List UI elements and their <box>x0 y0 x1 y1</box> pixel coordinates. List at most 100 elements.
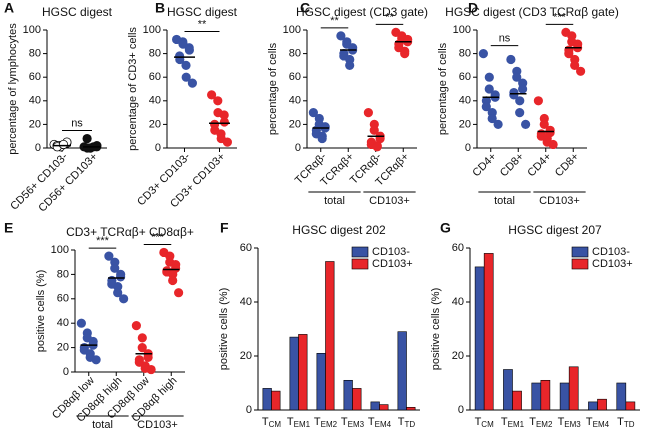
y-tick-label: 0 <box>155 142 161 154</box>
y-tick-label: 0 <box>35 142 41 154</box>
y-tick-label: 80 <box>459 48 471 60</box>
data-point <box>137 342 147 353</box>
y-tick-label: 60 <box>57 293 69 305</box>
data-point <box>518 84 528 94</box>
data-point <box>308 108 318 118</box>
data-point <box>104 251 114 261</box>
x-tick-label: TTD <box>617 416 635 429</box>
y-tick-label: 40 <box>459 95 471 107</box>
y-tick-label: 60 <box>289 71 301 83</box>
y-tick-label: 60 <box>149 71 161 83</box>
bar <box>625 401 636 411</box>
y-tick-label: 100 <box>283 24 301 36</box>
y-tick-label: 0 <box>246 404 252 416</box>
bar <box>298 334 308 411</box>
data-point <box>116 272 126 282</box>
legend-swatch <box>351 246 369 258</box>
chart-title: HGSC digest <box>167 5 238 19</box>
y-axis-label: percentage of lymphocytes <box>7 23 19 155</box>
data-point <box>533 96 543 106</box>
legend-swatch <box>351 258 369 270</box>
group-label: total <box>494 195 515 207</box>
y-tick-label: 60 <box>452 242 464 254</box>
data-point <box>213 96 223 106</box>
data-point <box>363 108 373 118</box>
bar <box>483 253 494 411</box>
significance-label: ** <box>385 11 394 23</box>
significance-label: *** <box>553 11 567 23</box>
x-tick-label: TEM2 <box>314 416 338 429</box>
y-axis-label: positive cells (%) <box>430 288 442 371</box>
x-tick-label: TEM1 <box>287 416 311 429</box>
x-tick-label: CD4+ <box>470 151 499 180</box>
y-tick-label: 40 <box>149 95 161 107</box>
chart-title: HGSC digest (CD3 gate) <box>296 5 428 19</box>
y-tick-label: 40 <box>57 317 69 329</box>
panel-letter: E <box>4 220 13 236</box>
significance-label: *** <box>151 231 165 243</box>
data-point <box>119 294 129 304</box>
chart-title: HGSC digest <box>42 5 113 19</box>
data-point <box>484 72 494 82</box>
data-point <box>521 119 531 130</box>
y-tick-label: 20 <box>452 350 464 362</box>
y-tick-label: 100 <box>453 24 471 36</box>
data-point <box>506 54 516 65</box>
data-point <box>76 318 86 328</box>
y-tick-label: 40 <box>29 95 41 107</box>
legend-label: CD103- <box>592 246 630 258</box>
y-tick-label: 100 <box>23 24 41 36</box>
data-point <box>317 133 327 144</box>
group-label: total <box>92 419 113 431</box>
significance-label: ** <box>198 18 207 30</box>
bar <box>531 382 542 411</box>
significance-label: ns <box>71 117 83 129</box>
data-point <box>515 108 525 118</box>
data-point <box>570 60 580 71</box>
chart-title: CD3+ TCRαβ+ CD8αβ+ <box>66 225 194 239</box>
x-tick-label: TEM3 <box>558 416 582 429</box>
panel-letter: C <box>300 0 310 16</box>
bar <box>406 406 416 411</box>
bar <box>503 369 513 411</box>
x-tick-label: TCM <box>475 416 495 429</box>
bar <box>397 331 407 411</box>
y-tick-label: 0 <box>465 142 471 154</box>
data-point <box>478 48 488 59</box>
group-label: total <box>324 195 345 207</box>
y-tick-label: 40 <box>289 95 301 107</box>
data-point <box>400 48 410 59</box>
data-point <box>539 119 549 130</box>
x-tick-label: CD8+ <box>553 151 582 180</box>
panel-letter: G <box>440 220 451 236</box>
data-point <box>369 125 379 135</box>
data-point <box>131 321 141 331</box>
x-tick-label: TEM4 <box>368 416 392 429</box>
data-point <box>219 117 229 127</box>
chart-title: HGSC digest 202 <box>292 223 386 237</box>
y-axis-label: positive cells (%) <box>218 288 230 371</box>
y-tick-label: 20 <box>289 118 301 130</box>
panel-letter: B <box>155 0 165 16</box>
y-tick-label: 40 <box>452 296 464 308</box>
y-tick-label: 60 <box>240 242 252 254</box>
panel-letter: D <box>468 0 478 16</box>
legend-swatch <box>571 246 589 258</box>
data-point <box>168 275 178 286</box>
bar <box>559 382 570 411</box>
bar <box>289 336 299 411</box>
data-point <box>509 90 519 100</box>
data-point <box>91 355 101 365</box>
bar <box>512 390 522 411</box>
x-tick-label: TEM2 <box>529 416 553 429</box>
y-tick-label: 100 <box>143 24 161 36</box>
bar <box>271 390 281 411</box>
bar <box>540 379 551 411</box>
significance-label: *** <box>96 235 110 247</box>
y-tick-label: 20 <box>57 342 69 354</box>
bar <box>352 388 362 411</box>
y-tick-label: 40 <box>240 296 252 308</box>
data-point <box>548 139 558 150</box>
bar <box>379 404 389 411</box>
bar <box>316 352 326 411</box>
